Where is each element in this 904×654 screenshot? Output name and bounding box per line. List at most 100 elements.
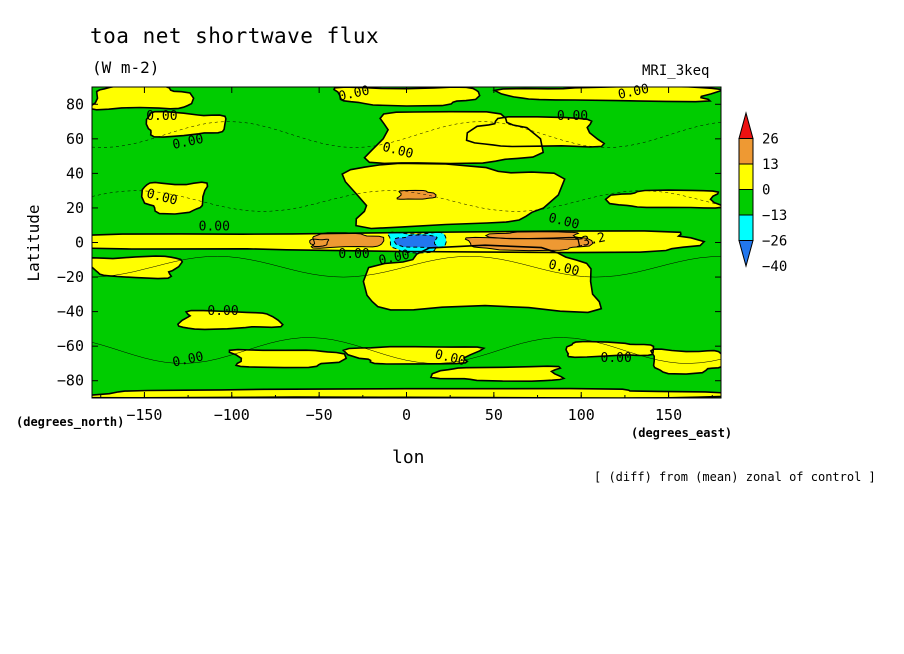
- x-tick-label: −150: [126, 406, 162, 424]
- y-tick-label: −20: [57, 268, 84, 286]
- contour-label: 0.00: [547, 211, 581, 233]
- positive-contour: [310, 232, 385, 249]
- orange-region: [465, 237, 593, 251]
- zero-contour: [565, 340, 655, 359]
- contour-label: 0.00: [547, 257, 581, 279]
- positive-contour: [396, 189, 437, 200]
- y-tick-label: 20: [66, 199, 84, 217]
- yellow-region: [605, 190, 721, 209]
- y-tick-label: 60: [66, 130, 84, 148]
- x-tick-label: 50: [485, 406, 503, 424]
- zero-contour: [92, 230, 706, 254]
- colorbar-label: −26: [762, 234, 787, 250]
- yellow-region: [430, 366, 564, 382]
- x-axis-label: lon: [392, 447, 425, 468]
- yellow-region: [494, 87, 721, 102]
- colorbar-swatch: [738, 138, 754, 165]
- positive-contour: [309, 238, 330, 247]
- contour-label: 0.00: [199, 219, 230, 234]
- y-tick-label: −40: [57, 303, 84, 321]
- yellow-region: [650, 349, 721, 375]
- zero-contour: [363, 110, 545, 165]
- orange-region: [311, 232, 384, 249]
- zero-contour: [92, 87, 195, 111]
- contour-label: 0.00: [207, 304, 238, 319]
- yellow-region: [146, 111, 226, 138]
- negative-contour: [393, 234, 439, 249]
- zero-contour: [429, 365, 566, 383]
- yellow-region: [92, 87, 194, 110]
- x-tick-label: 100: [568, 406, 595, 424]
- colorbar: 26 13 0 −13 −26 −40: [738, 111, 787, 275]
- contour-label: 0.00: [338, 247, 369, 262]
- yellow-region: [342, 163, 565, 229]
- contour-label: 0.00: [171, 349, 205, 370]
- negative-contour: [387, 231, 447, 254]
- positive-contour: [464, 236, 594, 252]
- colorbar-swatch: [738, 163, 754, 190]
- yellow-region: [566, 341, 654, 358]
- chart-units: (W m-2): [92, 58, 160, 77]
- zero-contour: [92, 255, 184, 280]
- contour-label: 0.00: [377, 247, 411, 268]
- zero-contour: [362, 244, 603, 314]
- map-field: [92, 87, 721, 398]
- zero-contour: [465, 116, 606, 148]
- contour-label: 0.00: [337, 83, 371, 104]
- positive-contour: [484, 231, 583, 240]
- y-tick-label: −60: [57, 337, 84, 355]
- colorbar-label: 26: [762, 132, 779, 148]
- axes: −150 −100 −50 0 50 100 150 −80 −60 −40 −20 0 20 40 60 8…: [57, 87, 721, 424]
- footnote: [ (diff) from (mean) zonal of control ]: [594, 470, 876, 484]
- colorbar-label: −13: [762, 208, 787, 224]
- model-name: MRI_3keq: [642, 63, 710, 79]
- x-tick-label: 150: [655, 406, 682, 424]
- yellow-region: [229, 349, 347, 368]
- colorbar-swatch: [738, 189, 754, 216]
- contour-label: 0.00: [171, 132, 205, 153]
- zero-contour: [604, 189, 721, 209]
- yellow-region: [364, 111, 544, 164]
- y-tick-label: 0: [75, 234, 84, 252]
- yellow-region: [141, 182, 208, 214]
- colorbar-swatch-red: [738, 111, 754, 139]
- contour-label: 13.2: [573, 230, 607, 251]
- orange-region: [397, 190, 436, 200]
- y-tick-label: 80: [66, 95, 84, 113]
- colorbar-label: 13: [762, 157, 779, 173]
- yellow-region: [92, 256, 183, 279]
- y-tick-label: −80: [57, 372, 84, 390]
- contour-label: 0.00: [433, 347, 467, 369]
- contour-lines: [92, 87, 721, 398]
- yellow-region: [177, 310, 283, 330]
- yellow-region: [334, 87, 480, 106]
- thin-contour: [92, 190, 721, 212]
- colorbar-swatch-blue: [738, 240, 754, 268]
- contour-label: 0.00: [146, 109, 177, 124]
- zero-contour: [649, 348, 721, 375]
- colorbar-label: 0: [762, 183, 770, 199]
- zero-contour: [228, 348, 348, 369]
- contour-label: 0.00: [557, 109, 588, 124]
- y-tick-label: 40: [66, 164, 84, 182]
- chart-title: toa net shortwave flux: [90, 24, 380, 48]
- zero-contour: [145, 110, 227, 138]
- colorbar-swatch: [738, 214, 754, 241]
- contour-label: 0.00: [145, 187, 179, 209]
- yellow-region: [363, 245, 602, 313]
- colorbar-label: −40: [762, 259, 787, 275]
- x-tick-label: 0: [402, 406, 411, 424]
- zero-contour: [176, 309, 284, 331]
- zero-contour: [140, 181, 209, 215]
- zero-contour: [341, 162, 566, 230]
- contour-labels: 0.00 0.00 0.00 0.00 0.00 0.00 0.00 0.00 0.00 0.00…: [145, 82, 651, 371]
- contour-label: 0.00: [381, 140, 415, 162]
- blue-region: [394, 235, 438, 248]
- yellow-region: [343, 346, 484, 364]
- x-tick-label: −100: [214, 406, 250, 424]
- thin-contour: [92, 256, 721, 278]
- contour-label: 0.00: [601, 351, 632, 366]
- x-tick-label: −50: [306, 406, 333, 424]
- y-axis-units: (degrees_north): [16, 415, 125, 429]
